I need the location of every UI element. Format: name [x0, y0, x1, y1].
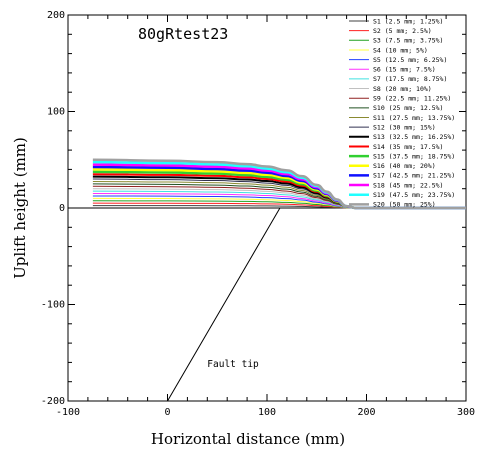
- legend-label: S8 (20 mm; 10%): [373, 85, 432, 93]
- legend-label: S12 (30 mm; 15%): [373, 123, 436, 131]
- legend-label: S17 (42.5 mm; 21.25%): [373, 172, 455, 180]
- fault-tip-label: Fault tip: [207, 359, 259, 370]
- legend-label: S9 (22.5 mm; 11.25%): [373, 95, 451, 103]
- legend-label: S11 (27.5 mm; 13.75%): [373, 114, 455, 122]
- y-tick-label: 200: [47, 10, 65, 21]
- legend-label: S1 (2.5 mm; 1.25%): [373, 17, 443, 25]
- y-tick-label: 100: [47, 107, 65, 118]
- x-tick-label: 100: [258, 407, 276, 418]
- y-tick-label: -200: [41, 396, 65, 407]
- legend-label: S4 (10 mm; 5%): [373, 46, 428, 54]
- legend-label: S6 (15 mm; 7.5%): [373, 66, 436, 74]
- legend-label: S5 (12.5 mm; 6.25%): [373, 56, 447, 64]
- chart-title: 80gRtest23: [138, 25, 228, 43]
- x-tick-label: 0: [164, 407, 170, 418]
- legend-label: S7 (17.5 mm; 8.75%): [373, 75, 447, 83]
- legend-label: S20 (50 mm; 25%): [373, 201, 436, 209]
- legend-label: S3 (7.5 mm; 3.75%): [373, 37, 443, 45]
- y-tick-label: 0: [59, 203, 65, 214]
- series-lines: [92, 158, 466, 210]
- fault-line: [167, 207, 281, 402]
- legend-label: S19 (47.5 mm; 23.75%): [373, 191, 455, 199]
- legend-label: S2 (5 mm; 2.5%): [373, 27, 432, 35]
- x-tick-label: 200: [357, 407, 375, 418]
- legend-label: S16 (40 mm; 20%): [373, 162, 436, 170]
- legend-label: S18 (45 mm; 22.5%): [373, 181, 443, 189]
- y-axis-title: Uplift height (mm): [11, 137, 29, 279]
- x-tick-label: 300: [457, 407, 475, 418]
- annotations: Fault tip: [207, 359, 259, 370]
- y-tick-label: -100: [41, 300, 65, 311]
- legend-label: S10 (25 mm; 12.5%): [373, 104, 443, 112]
- legend-label: S15 (37.5 mm; 18.75%): [373, 152, 455, 160]
- legend-label: S13 (32.5 mm; 16.25%): [373, 133, 455, 141]
- axis-ticks: [67, 14, 467, 402]
- x-axis-title: Horizontal distance (mm): [151, 430, 345, 448]
- x-tick-label: -100: [56, 407, 80, 418]
- legend: S1 (2.5 mm; 1.25%) S2 (5 mm; 2.5%) S3 (7.5…: [349, 17, 455, 209]
- series-line: [92, 158, 466, 210]
- legend-label: S14 (35 mm; 17.5%): [373, 143, 443, 151]
- fault-trace: [167, 207, 281, 402]
